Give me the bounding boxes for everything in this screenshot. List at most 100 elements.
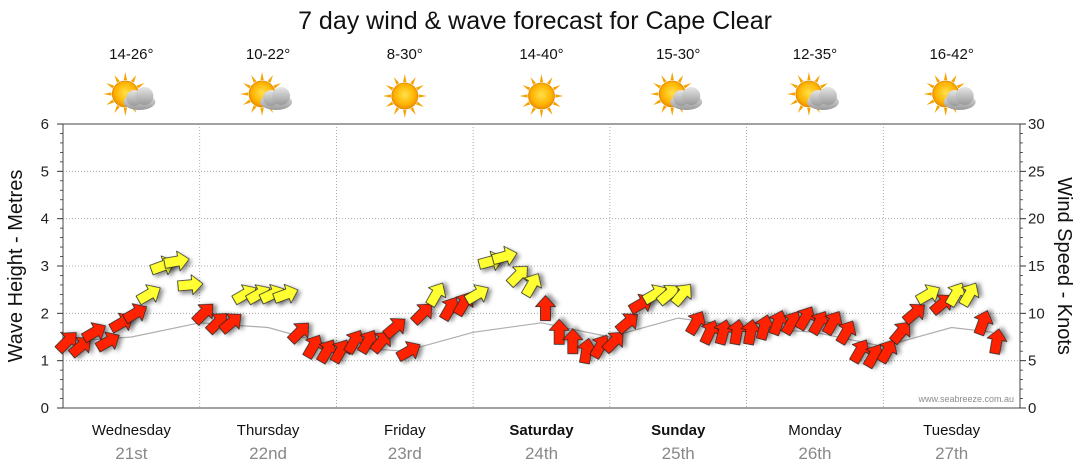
partly-cloudy-icon (103, 72, 156, 116)
sun-ray (382, 94, 391, 98)
wind-arrow (218, 313, 242, 335)
wind-arrow (163, 250, 190, 272)
wind-arrow (835, 320, 857, 346)
sun-ray (661, 74, 667, 83)
sun-ray (789, 99, 798, 105)
left-tick-label: 4 (41, 211, 49, 228)
sun-ray (807, 107, 811, 116)
sun-ray (243, 99, 251, 105)
grid-lines (63, 124, 1020, 408)
partly-cloudy-icon (786, 72, 839, 116)
left-axis: 0 1 2 3 4 5 6 (41, 116, 63, 417)
sun-ray (393, 107, 400, 116)
day-name: Friday (384, 422, 426, 439)
wind-arrow (54, 332, 77, 355)
temperature-row: 14-26° 10-22° 8-30° 14-40° 15-30° 12-35° 16-42… (109, 46, 974, 63)
wind-arrow (768, 310, 789, 337)
wind-arrow (191, 303, 214, 326)
sun-ray (797, 105, 804, 114)
wind-arrow (901, 303, 925, 326)
wind-arrow (726, 319, 748, 346)
wind-arrow (505, 265, 528, 288)
sun-ray (546, 76, 553, 85)
sun-ray (106, 99, 115, 105)
left-tick-label: 5 (41, 163, 49, 180)
chart-title: 7 day wind & wave forecast for Cape Clea… (298, 7, 772, 35)
sun-ray (956, 83, 965, 89)
wind-arrow (576, 337, 598, 365)
wind-arrow (986, 328, 1008, 355)
wind-arrow (122, 303, 148, 325)
sunny-icon (382, 74, 427, 118)
right-tick-label: 0 (1028, 400, 1036, 417)
wind-arrow (821, 311, 843, 337)
left-tick-label: 0 (41, 400, 49, 417)
sun-ray (260, 107, 264, 116)
sun-ray (130, 74, 137, 83)
sun-ray (926, 83, 935, 89)
sun-ray (539, 109, 544, 118)
day-name: Saturday (509, 422, 574, 439)
day-date: 21st (115, 444, 147, 463)
sun-ray (260, 72, 264, 81)
day-temperature: 15-30° (656, 46, 700, 63)
wind-arrow (521, 273, 542, 299)
cloud-puff (818, 87, 837, 105)
day-temperature: 8-30° (387, 46, 423, 63)
day-date: 25th (662, 444, 695, 463)
sun-ray (106, 83, 115, 89)
wind-arrow (670, 284, 692, 308)
sun-ray (943, 107, 948, 116)
sun-ray (410, 76, 416, 85)
day-temperature: 14-40° (519, 46, 563, 63)
sun-ray (923, 92, 932, 96)
sun-ray (670, 72, 674, 81)
wind-arrow (794, 306, 816, 332)
sun-ray (418, 94, 427, 98)
sun-ray (926, 99, 935, 105)
sun-ray (683, 83, 692, 89)
cloud-shape (123, 87, 156, 110)
day-date: 23rd (388, 444, 422, 463)
partly-cloudy-icon (650, 72, 703, 116)
partly-cloudy-icon (240, 72, 293, 116)
cloud-shape (670, 87, 703, 110)
right-tick-label: 5 (1028, 353, 1036, 370)
wind-arrow (302, 334, 324, 360)
sun-ray (123, 107, 128, 116)
sun-ray (251, 105, 257, 114)
sun-ray (385, 85, 394, 91)
wind-arrow (177, 274, 204, 296)
sun-ray (814, 74, 820, 83)
day-date: 24th (525, 444, 558, 463)
day-labels: Wednesday 21st Thursday 22nd Friday 23rd Satur… (92, 422, 981, 463)
sun-disc (528, 82, 555, 110)
day-temperature: 10-22° (246, 46, 290, 63)
wind-arrow (425, 282, 447, 308)
right-tick-label: 25 (1028, 163, 1045, 180)
sun-ray (934, 74, 941, 83)
left-tick-label: 3 (41, 258, 49, 275)
wind-arrow (958, 282, 980, 308)
sun-ray (797, 74, 804, 83)
sun-ray (546, 107, 553, 116)
wind-arrow (316, 339, 337, 365)
wind-arrow (614, 313, 638, 335)
wind-arrow (286, 322, 309, 345)
sun-ray (653, 99, 662, 105)
wind-arrow (67, 337, 92, 359)
sun-ray (670, 107, 674, 116)
sun-ray (393, 76, 400, 85)
wind-arrow (463, 284, 489, 306)
day-name: Thursday (237, 422, 300, 439)
wind-arrow (754, 314, 775, 341)
watermark: www.seabreeze.com.au (917, 394, 1014, 404)
wind-arrow (343, 330, 365, 355)
sun-ray (243, 83, 251, 89)
wind-arrow (808, 311, 829, 337)
wind-arrow (601, 332, 624, 355)
day-name: Wednesday (92, 422, 171, 439)
sun-ray (251, 74, 257, 83)
sun-ray (410, 107, 416, 116)
